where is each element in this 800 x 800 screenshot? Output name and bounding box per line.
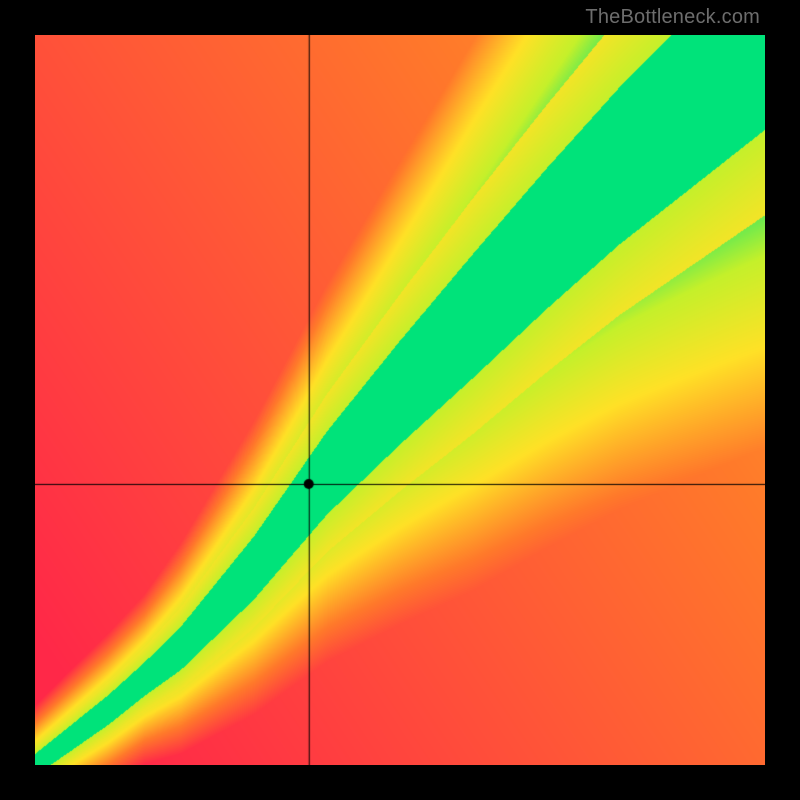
- heatmap-canvas: [35, 35, 765, 765]
- watermark-text: TheBottleneck.com: [585, 6, 760, 29]
- heatmap-plot: [35, 35, 765, 765]
- chart-frame: TheBottleneck.com: [0, 0, 800, 800]
